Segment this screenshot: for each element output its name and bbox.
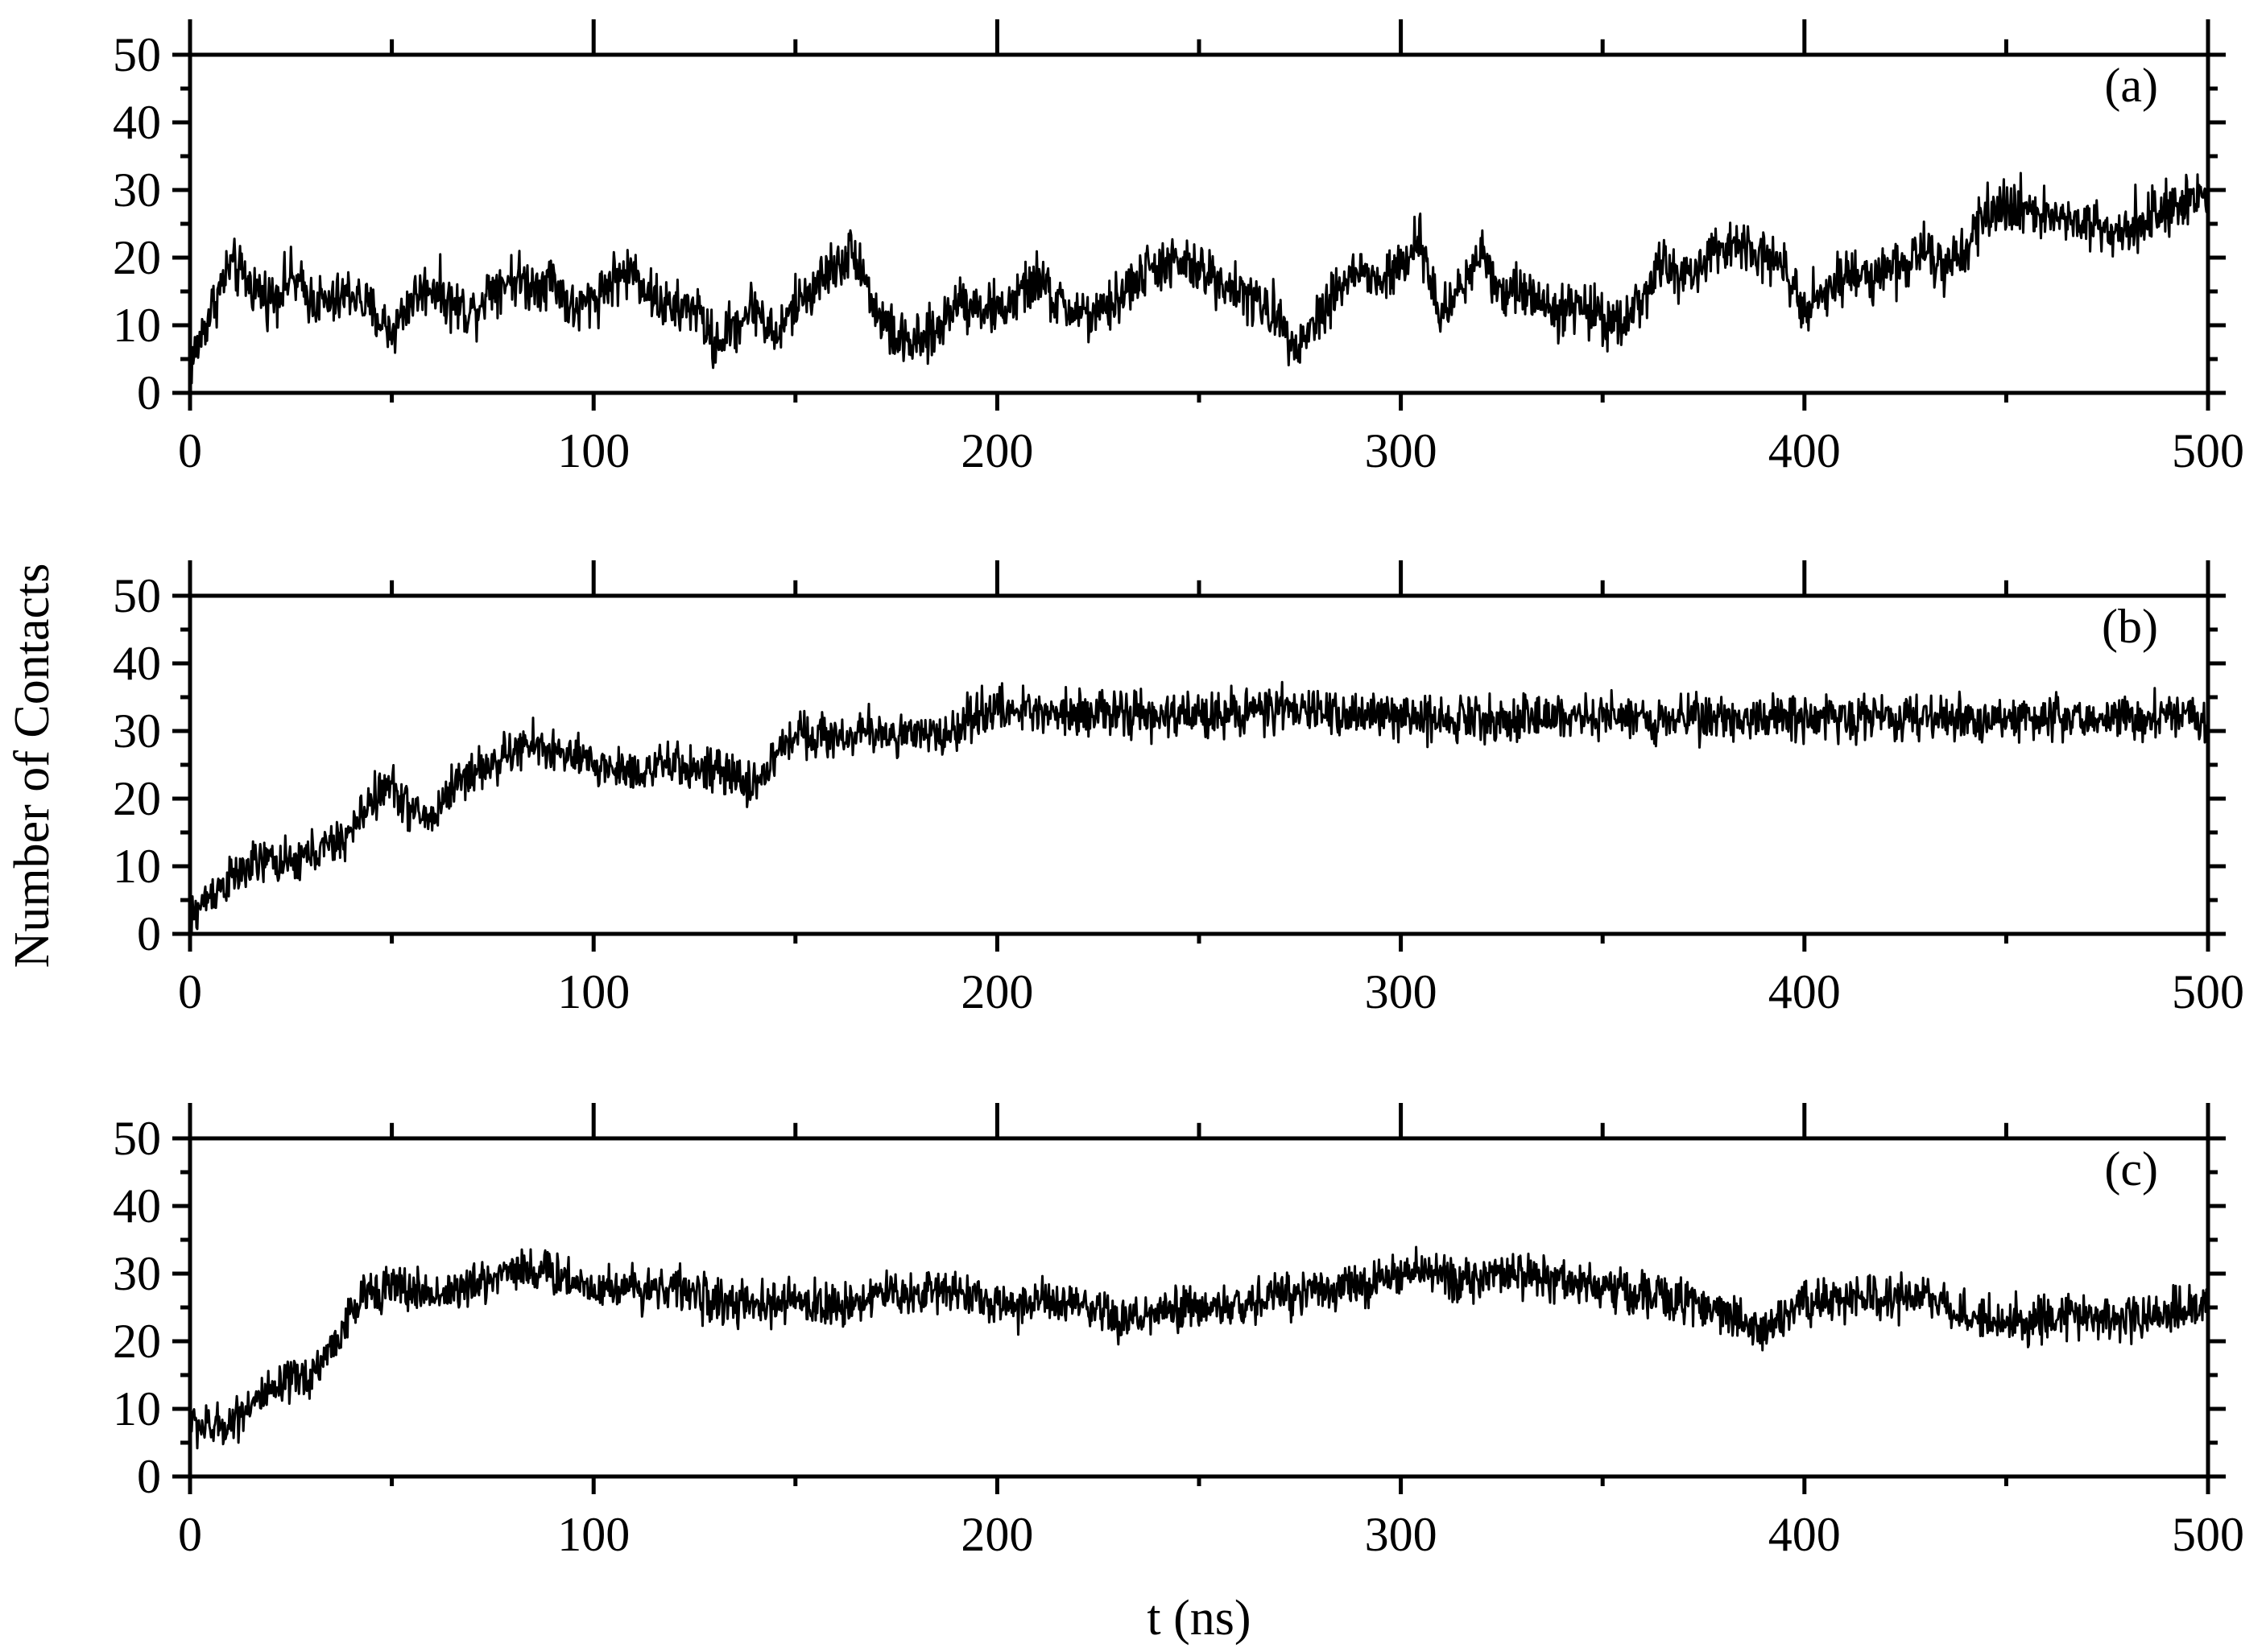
x-tick-label: 300 [1365,965,1437,1018]
y-tick-label: 20 [113,1315,161,1368]
x-tick-label: 0 [178,1508,202,1561]
y-tick-label: 0 [137,1450,161,1503]
x-tick-label: 100 [557,965,630,1018]
x-tick-label: 0 [178,424,202,477]
y-tick-label: 40 [113,96,161,149]
x-tick-label: 200 [961,965,1033,1018]
panel-b: 0 100 200 300 400 500 0 10 20 30 40 50 (b) Number of … [5,560,2244,1018]
x-axis-title: t (ns) [1147,1591,1251,1646]
y-tick-label: 0 [137,366,161,419]
series-line-1 [188,171,2209,385]
y-tick-label: 50 [113,569,161,622]
y-tick-label: 30 [113,1247,161,1300]
y-tick-label: 30 [113,704,161,758]
x-tick-label: 300 [1365,1508,1437,1561]
y-tick-label: 40 [113,637,161,690]
x-tick-label: 500 [2172,424,2244,477]
y-tick-label: 10 [113,1382,161,1435]
y-tick-label: 30 [113,163,161,217]
y-tick-label: 10 [113,299,161,352]
x-tick-label: 0 [178,965,202,1018]
panel-c: 0 100 200 300 400 500 0 10 20 30 40 50 (c) t (ns) [113,1103,2244,1646]
panel-label: (c) [2104,1142,2158,1196]
y-tick-label: 0 [137,907,161,960]
x-tick-label: 400 [1768,965,1841,1018]
x-tick-label: 300 [1365,424,1437,477]
series-line-1 [188,1245,2210,1450]
panel-label: (a) [2104,59,2158,112]
x-tick-label: 200 [961,424,1033,477]
x-tick-label: 400 [1768,424,1841,477]
y-tick-label: 40 [113,1179,161,1233]
y-tick-label: 50 [113,28,161,81]
y-tick-label: 20 [113,772,161,825]
panel-label: (b) [2102,600,2158,653]
y-axis-title: Number of Contacts [5,564,60,968]
y-tick-label: 20 [113,231,161,284]
x-tick-label: 400 [1768,1508,1841,1561]
y-tick-label: 10 [113,840,161,893]
panel-a: 0 100 200 300 400 500 0 10 20 30 40 50 (a) [113,19,2244,477]
y-tick-label: 50 [113,1112,161,1165]
series-line-1 [188,680,2210,933]
x-tick-label: 500 [2172,965,2244,1018]
x-tick-label: 200 [961,1508,1033,1561]
x-tick-label: 500 [2172,1508,2244,1561]
x-tick-label: 100 [557,424,630,477]
x-tick-label: 100 [557,1508,630,1561]
plot-frame [188,52,2210,395]
